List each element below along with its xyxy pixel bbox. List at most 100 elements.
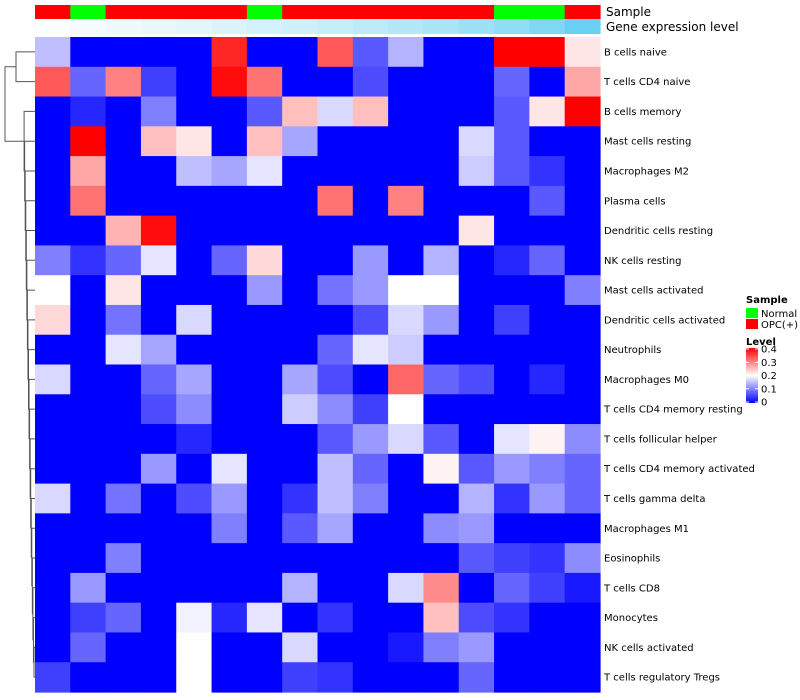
expression-cell — [317, 19, 354, 34]
heatmap-cell — [246, 424, 283, 455]
sample-annotation-label: Sample — [606, 5, 651, 19]
heatmap-cell — [70, 364, 107, 395]
heatmap-cell — [423, 662, 460, 693]
heatmap-cell — [564, 156, 601, 187]
heatmap-cell — [423, 483, 460, 514]
heatmap-cell — [105, 662, 142, 693]
row-label: T cells CD8 — [603, 583, 660, 594]
heatmap-cell — [282, 602, 319, 634]
heatmap-cell — [423, 215, 460, 247]
heatmap-cell — [70, 513, 107, 544]
heatmap-cell — [176, 364, 213, 395]
heatmap-cell — [140, 66, 177, 98]
heatmap-cell — [35, 394, 71, 425]
heatmap-cell — [317, 66, 354, 98]
heatmap-cell — [35, 334, 71, 366]
heatmap-cell — [529, 424, 566, 455]
heatmap-cell — [140, 245, 177, 276]
level-legend-title: Level — [746, 337, 776, 348]
heatmap-cell — [140, 572, 177, 604]
heatmap-cell — [564, 126, 601, 157]
heatmap-cell — [211, 394, 248, 425]
sample-cell — [529, 5, 566, 19]
heatmap-cell — [35, 66, 71, 98]
row-label: T cells follicular helper — [603, 434, 718, 445]
heatmap-cell — [352, 66, 389, 98]
heatmap-cell — [458, 662, 495, 693]
heatmap-cell — [423, 424, 460, 455]
heatmap-cell — [105, 245, 142, 276]
heatmap-cell — [317, 275, 354, 306]
heatmap-cell — [35, 453, 71, 485]
heatmap-cell — [317, 156, 354, 187]
heatmap-cell — [317, 215, 354, 247]
heatmap-cell — [140, 483, 177, 514]
expression-cell — [282, 19, 319, 34]
heatmap-cell — [176, 394, 213, 425]
heatmap-cell — [458, 126, 495, 157]
heatmap-cell — [282, 275, 319, 306]
heatmap-cell — [388, 632, 425, 663]
heatmap-cell — [246, 185, 283, 217]
row-label: T cells gamma delta — [603, 494, 705, 505]
heatmap-cell — [211, 215, 248, 247]
heatmap-cell — [317, 126, 354, 157]
dendrogram-branch — [33, 646, 35, 678]
heatmap-cell — [388, 334, 425, 366]
heatmap-cell — [388, 304, 425, 336]
heatmap-cell — [529, 513, 566, 544]
heatmap-cell — [282, 543, 319, 574]
heatmap-cell — [352, 632, 389, 663]
heatmap-cell — [70, 66, 107, 98]
heatmap-cell — [282, 632, 319, 663]
level-tick-label: 0.1 — [761, 384, 777, 395]
heatmap-cell — [529, 215, 566, 247]
heatmap-cell — [388, 424, 425, 455]
heatmap-cell — [494, 66, 530, 98]
heatmap-cell — [176, 572, 213, 604]
heatmap-cell — [352, 424, 389, 455]
heatmap-cell — [458, 424, 495, 455]
sample-cell — [352, 5, 389, 19]
heatmap-cell — [70, 96, 107, 127]
expression-cell — [35, 19, 71, 34]
heatmap-cell — [70, 394, 107, 425]
heatmap-cell — [70, 37, 107, 68]
heatmap-cell — [458, 483, 495, 514]
heatmap-cell — [423, 304, 460, 336]
heatmap-cell — [388, 185, 425, 217]
expression-cell — [246, 19, 283, 34]
heatmap-cell — [176, 513, 213, 544]
heatmap-cell — [458, 185, 495, 217]
heatmap-cell — [140, 602, 177, 634]
heatmap-cell — [282, 156, 319, 187]
heatmap-cell — [529, 37, 566, 68]
heatmap-cell — [70, 275, 107, 306]
row-label: Dendritic cells activated — [604, 315, 725, 326]
heatmap-cell — [140, 662, 177, 693]
heatmap-cell — [494, 483, 530, 514]
heatmap-cell — [388, 275, 425, 306]
heatmap-cell — [105, 632, 142, 663]
row-label: T cells CD4 memory resting — [603, 405, 743, 416]
heatmap-cell — [494, 543, 530, 574]
expression-cell — [423, 19, 460, 34]
heatmap-cell — [35, 364, 71, 395]
heatmap-cell — [529, 483, 566, 514]
expression-cell — [564, 19, 601, 34]
heatmap-cell — [529, 543, 566, 574]
heatmap-cell — [140, 334, 177, 366]
heatmap-cell — [282, 245, 319, 276]
heatmap-cell — [458, 66, 495, 98]
expression-cell — [70, 19, 107, 34]
heatmap-cell — [564, 543, 601, 574]
heatmap-cell — [458, 513, 495, 544]
heatmap-cell — [564, 662, 601, 693]
heatmap-cell — [494, 453, 530, 485]
heatmap-cell — [246, 275, 283, 306]
heatmap-cell — [494, 632, 530, 663]
heatmap-cell — [211, 364, 248, 395]
heatmap-cell — [529, 275, 566, 306]
heatmap-cell — [35, 185, 71, 217]
heatmap-cell — [388, 96, 425, 127]
